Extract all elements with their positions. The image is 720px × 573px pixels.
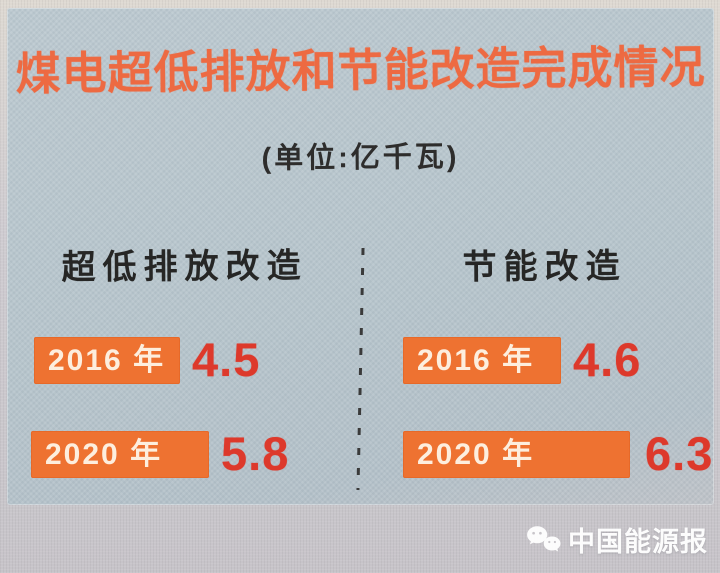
year-bar-energy-saving-2016: 2016 年 xyxy=(403,337,561,384)
value-ultra-low-2020: 5.8 xyxy=(221,427,290,480)
year-bar-ultra-low-2016: 2016 年 xyxy=(34,337,180,384)
infographic-card: 煤电超低排放和节能改造完成情况 (单位:亿千瓦) 超低排放改造 节能改造 201… xyxy=(7,8,714,505)
value-ultra-low-2016: 4.5 xyxy=(192,333,261,386)
year-bar-energy-saving-2020: 2020 年 xyxy=(403,431,630,478)
value-energy-saving-2020: 6.3 xyxy=(645,427,714,480)
value-energy-saving-2016: 4.6 xyxy=(573,333,642,386)
year-bar-ultra-low-2020: 2020 年 xyxy=(31,431,209,478)
page-title: 煤电超低排放和节能改造完成情况 xyxy=(15,41,706,100)
publisher-watermark: 中国能源报 xyxy=(525,520,708,559)
column-header-ultra-low-emission: 超低排放改造 xyxy=(61,247,308,287)
brand-name: 中国能源报 xyxy=(568,527,708,557)
wechat-icon xyxy=(527,525,561,551)
unit-label: (单位:亿千瓦) xyxy=(261,141,460,175)
column-header-energy-saving: 节能改造 xyxy=(462,247,627,287)
dashed-divider xyxy=(356,247,365,491)
